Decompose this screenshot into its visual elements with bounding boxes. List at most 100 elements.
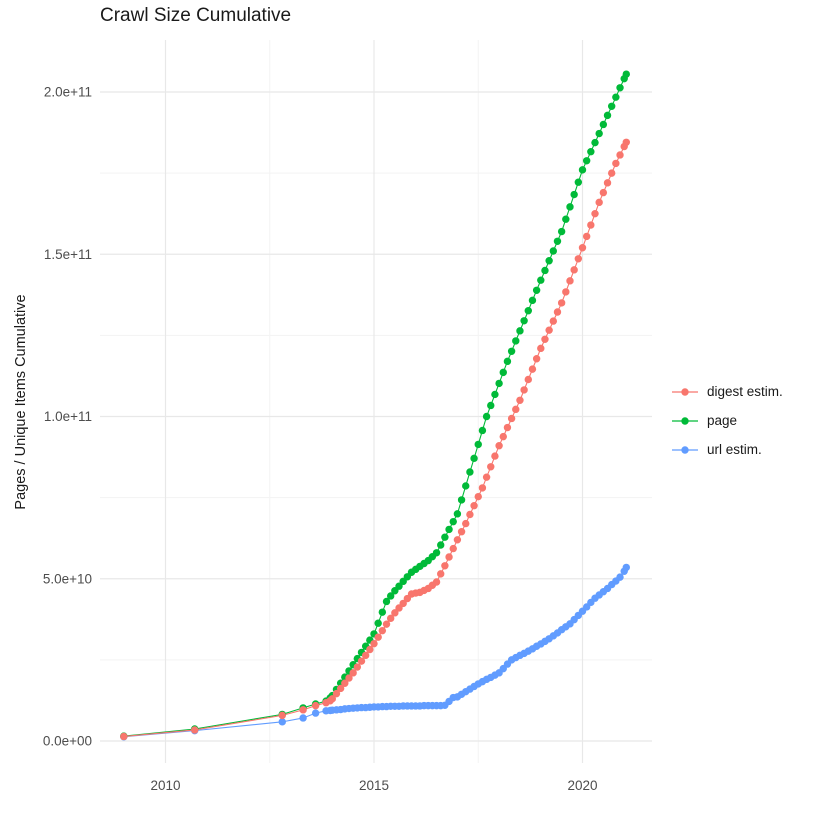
data-point (491, 452, 499, 460)
data-point (482, 412, 491, 421)
legend-item-page: page (670, 406, 783, 435)
data-point (474, 492, 482, 501)
data-point (622, 70, 630, 78)
data-point (478, 484, 487, 492)
data-point (311, 701, 320, 710)
data-point (361, 651, 370, 660)
data-point (622, 563, 630, 572)
data-point (278, 711, 286, 720)
y-tick-label: 0.0e+00 (43, 734, 92, 749)
data-point (190, 726, 199, 734)
data-point (537, 276, 545, 284)
data-point (512, 337, 520, 345)
data-point (507, 347, 516, 355)
data-point (299, 706, 307, 714)
x-tick-label: 2010 (150, 778, 180, 793)
data-point (399, 599, 407, 608)
data-point (378, 626, 387, 635)
data-point (607, 169, 616, 177)
data-point (582, 157, 591, 165)
data-point (541, 266, 549, 275)
data-point (432, 578, 441, 586)
data-point (599, 188, 608, 197)
legend-key-icon (672, 416, 698, 425)
data-point (453, 510, 462, 518)
data-point (487, 401, 495, 410)
data-point (520, 317, 528, 325)
data-point (457, 527, 466, 536)
data-point (545, 326, 553, 334)
data-point (391, 609, 399, 617)
data-point (462, 482, 470, 490)
data-point (528, 365, 537, 373)
data-point (616, 84, 624, 92)
data-point (378, 608, 387, 616)
data-point (382, 620, 391, 628)
data-point (516, 327, 524, 335)
data-point (578, 244, 587, 252)
data-point (457, 496, 466, 504)
data-point (570, 266, 578, 274)
data-point (120, 732, 128, 741)
data-point (437, 541, 445, 549)
data-point (582, 232, 591, 241)
data-point (545, 257, 553, 265)
data-point (382, 597, 391, 606)
y-tick-label: 5.0e+10 (43, 571, 92, 586)
data-point (370, 639, 378, 648)
data-point (557, 299, 566, 307)
data-point (578, 166, 587, 174)
data-point (495, 442, 503, 450)
data-point (512, 405, 520, 414)
legend-key-icon (672, 445, 698, 454)
data-point (566, 277, 574, 285)
data-point (441, 562, 449, 570)
data-point (532, 286, 541, 294)
data-point (345, 674, 353, 682)
data-point (462, 519, 470, 528)
data-point (482, 473, 491, 481)
data-point (353, 663, 362, 671)
series-points-digest-estim (120, 138, 630, 741)
data-point (449, 544, 457, 553)
data-point (595, 198, 603, 207)
data-point (328, 695, 336, 703)
data-point (603, 111, 612, 120)
data-point (503, 423, 512, 432)
data-point (524, 375, 532, 384)
data-point (470, 454, 478, 463)
data-point (566, 203, 574, 211)
data-point (357, 657, 366, 665)
data-point (587, 221, 595, 229)
data-point (587, 148, 595, 156)
legend-item-digest-estim: digest estim. (670, 377, 783, 406)
data-point (499, 432, 507, 441)
data-point (336, 684, 345, 693)
data-point (603, 179, 612, 187)
series-points-url-estim (120, 563, 630, 741)
data-point (607, 102, 616, 110)
data-point (474, 440, 482, 449)
data-point (612, 93, 620, 101)
data-point (466, 468, 474, 476)
y-tick-label: 1.5e+11 (44, 247, 92, 262)
data-point (499, 368, 507, 377)
y-tick-label: 2.0e+11 (44, 85, 92, 100)
data-point (441, 533, 449, 541)
data-point (616, 573, 624, 581)
data-point (516, 396, 524, 404)
data-point (466, 510, 474, 519)
data-point (445, 525, 453, 534)
data-point (570, 190, 578, 199)
data-point (574, 255, 583, 263)
data-point (595, 129, 603, 138)
data-point (395, 582, 403, 590)
data-point (386, 592, 395, 600)
x-tick-label: 2020 (567, 778, 597, 793)
grid-minor (100, 40, 652, 763)
data-point (616, 151, 624, 159)
data-point (299, 714, 307, 722)
data-point (591, 209, 599, 218)
